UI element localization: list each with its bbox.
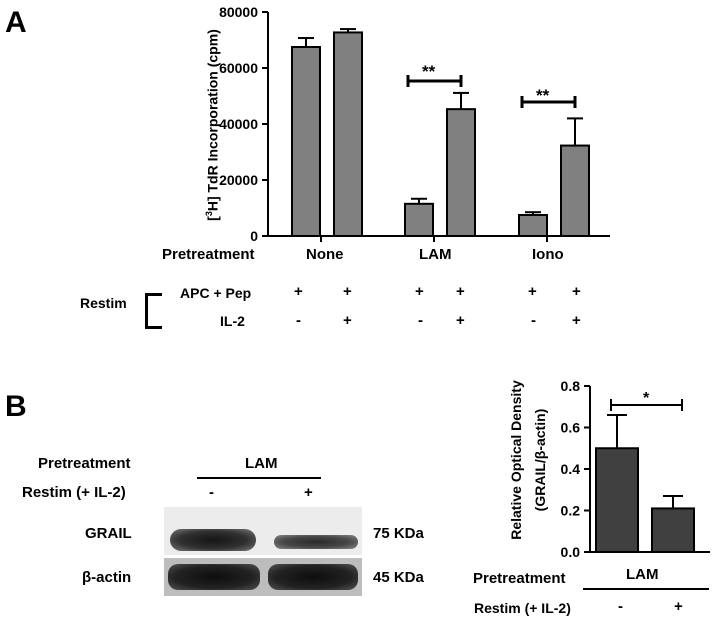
grail-band-lane1 <box>170 529 256 551</box>
group-label-iono: Iono <box>532 246 564 263</box>
il2-sign: - <box>296 312 301 329</box>
restim-label-blot: Restim (+ IL-2) <box>22 484 126 501</box>
panel-b-letter: B <box>5 390 27 423</box>
apc-sign: + <box>528 283 537 300</box>
lane-sign: + <box>304 484 313 501</box>
restim-label: Restim <box>80 295 127 311</box>
bar-sign: + <box>674 598 683 615</box>
panel-b-ylabel-2: (GRAIL/β-actin) <box>532 408 548 512</box>
bar <box>518 214 548 237</box>
bar <box>446 108 476 237</box>
panel-b-ylabel-1: Relative Optical Density <box>508 380 524 540</box>
restim-bracket <box>145 293 162 329</box>
actin-kda: 45 KDa <box>373 569 424 586</box>
grail-blot <box>164 507 362 555</box>
il2-sign: - <box>418 312 423 329</box>
il2-sign: - <box>531 312 536 329</box>
apc-sign: + <box>572 283 581 300</box>
apc-sign: + <box>343 283 352 300</box>
y-tick-label: 60000 <box>219 60 258 76</box>
bar <box>291 46 321 237</box>
pretreatment-label-bar: Pretreatment <box>473 570 566 587</box>
y-tick-label: 20000 <box>219 172 258 188</box>
significance-marker: ** <box>536 86 550 105</box>
restim-label-bar: Restim (+ IL-2) <box>474 600 571 616</box>
il2-sign: + <box>572 312 581 329</box>
lam-underline-bar <box>583 588 709 590</box>
apc-sign: + <box>415 283 424 300</box>
y-tick-label-b: 0.6 <box>561 420 581 436</box>
significance-marker-b: * <box>643 390 650 407</box>
il2-sign: + <box>456 312 465 329</box>
y-tick-label-b: 0.4 <box>561 461 581 477</box>
grail-kda: 75 KDa <box>373 525 424 542</box>
grail-label: GRAIL <box>85 525 132 542</box>
grail-band-lane2 <box>274 535 358 549</box>
y-tick-label: 40000 <box>219 116 258 132</box>
panel-a-ylabel: [3H] TdR Incorporation (cpm) <box>204 29 221 221</box>
bar <box>333 31 363 237</box>
actin-band-lane1 <box>168 564 260 590</box>
y-tick-label-b: 0.8 <box>561 378 581 394</box>
bar-b <box>595 447 639 553</box>
y-tick-label-b: 0.0 <box>561 544 581 560</box>
il2-label: IL-2 <box>220 313 245 329</box>
lane-sign: - <box>209 484 214 501</box>
il2-sign: + <box>343 312 352 329</box>
bar <box>404 202 434 238</box>
lam-label-bar: LAM <box>626 566 659 583</box>
significance-marker: ** <box>422 62 436 81</box>
group-label-none: None <box>306 246 344 263</box>
bar-b <box>651 507 695 553</box>
bar-sign: - <box>618 598 623 615</box>
bar <box>560 144 590 237</box>
actin-band-lane2 <box>268 564 358 590</box>
lam-underline <box>197 477 321 479</box>
apc-label: APC + Pep <box>180 285 252 301</box>
pretreatment-label-a: Pretreatment <box>162 246 255 263</box>
panel-a-letter: A <box>5 6 27 39</box>
actin-blot <box>164 558 362 596</box>
y-tick-label: 80000 <box>219 4 258 20</box>
lam-label-blot: LAM <box>245 455 278 472</box>
group-label-lam: LAM <box>419 246 452 263</box>
apc-sign: + <box>294 283 303 300</box>
pretreatment-label-blot: Pretreatment <box>38 455 131 472</box>
y-tick-label: 0 <box>250 228 258 244</box>
actin-label: β-actin <box>82 569 132 586</box>
apc-sign: + <box>456 283 465 300</box>
y-tick-label-b: 0.2 <box>561 503 581 519</box>
